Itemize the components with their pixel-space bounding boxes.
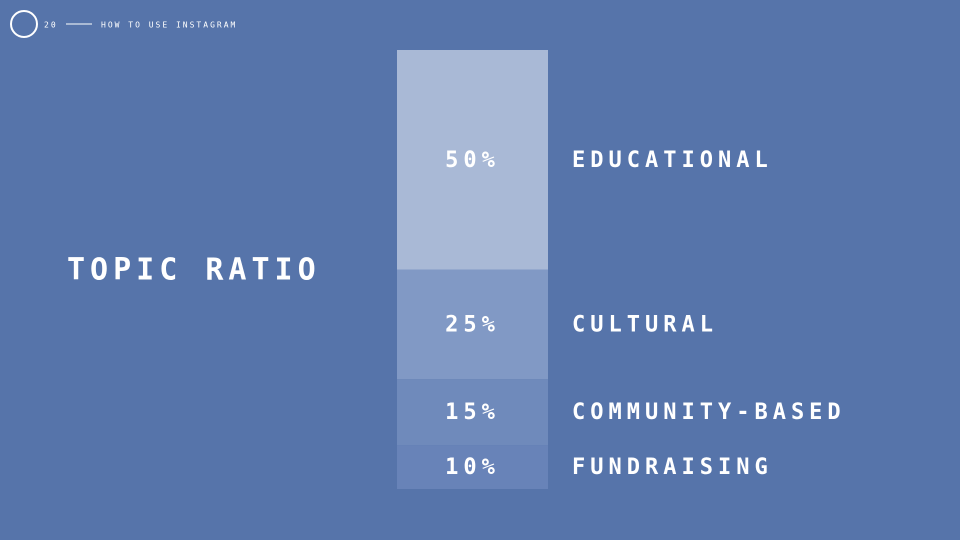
value-label: 50% [445,148,500,173]
category-label: EDUCATIONAL [572,148,773,173]
segment [397,445,548,489]
category-label: COMMUNITY-BASED [572,400,846,425]
value-label: 15% [445,400,500,425]
section-title: HOW TO USE INSTAGRAM [101,21,237,30]
category-label: FUNDRAISING [572,455,773,480]
segment [397,269,548,380]
logo-circle [10,10,38,38]
value-label: 25% [445,312,500,337]
value-label: 10% [445,455,500,480]
segment [397,50,548,270]
page-number: 20 [44,21,58,30]
category-label: CULTURAL [572,312,718,337]
chart-title: TOPIC RATIO [67,253,321,288]
segment [397,379,548,446]
